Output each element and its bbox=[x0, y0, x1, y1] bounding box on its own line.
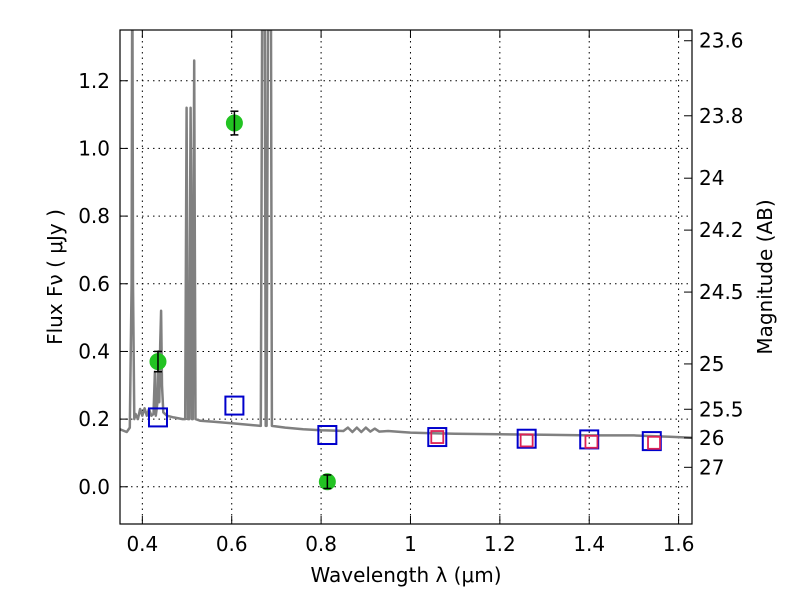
x-axis-label: Wavelength λ (μm) bbox=[310, 563, 501, 587]
right-tick-label: 26 bbox=[699, 426, 724, 450]
plot-area bbox=[120, 30, 692, 491]
y-tick-label: 1.2 bbox=[78, 69, 110, 93]
blue-square-marker bbox=[427, 427, 448, 448]
x-tick-label: 1.2 bbox=[484, 532, 516, 556]
y-tick-label: 0.8 bbox=[78, 204, 110, 228]
y-tick-label: 0.0 bbox=[78, 475, 110, 499]
y-tick-label: 0.4 bbox=[78, 339, 110, 363]
right-tick-label: 25 bbox=[699, 352, 724, 376]
right-tick-label: 24.2 bbox=[699, 218, 744, 242]
y-axis-label: Flux Fν ( μJy ) bbox=[43, 209, 67, 345]
right-axis-label: Magnitude (AB) bbox=[753, 199, 777, 354]
y-tick-label: 0.6 bbox=[78, 272, 110, 296]
model-spectrum-line bbox=[120, 30, 692, 439]
x-tick-label: 0.4 bbox=[126, 532, 158, 556]
red-square-marker bbox=[647, 435, 661, 450]
x-tick-label: 1.6 bbox=[663, 532, 695, 556]
red-square-marker bbox=[519, 433, 534, 448]
x-tick-label: 1 bbox=[404, 532, 417, 556]
y-axis-ticks: 0.0 0.2 0.4 0.6 0.8 1.0 1.2 bbox=[78, 69, 128, 499]
x-tick-label: 0.6 bbox=[216, 532, 248, 556]
blue-square-marker bbox=[224, 395, 245, 416]
right-tick-label: 27 bbox=[699, 455, 724, 479]
blue-square-marker bbox=[317, 425, 338, 446]
blue-square-marker bbox=[579, 429, 600, 450]
y-tick-label: 0.2 bbox=[78, 407, 110, 431]
right-tick-label: 23.6 bbox=[699, 29, 744, 53]
right-tick-label: 24 bbox=[699, 166, 724, 190]
blue-square-marker bbox=[147, 407, 168, 428]
spectrum-path bbox=[120, 30, 692, 439]
red-square-marker bbox=[584, 434, 599, 449]
red-square-marker bbox=[430, 430, 445, 444]
red-square-markers bbox=[430, 430, 661, 450]
y-tick-label: 1.0 bbox=[78, 136, 110, 160]
right-axis-ticks: 23.6 23.8 24 24.2 24.5 25 25.5 26 27 bbox=[684, 29, 744, 479]
blue-square-marker bbox=[516, 428, 537, 449]
right-tick-label: 25.5 bbox=[699, 397, 744, 421]
green-photometry-points bbox=[149, 110, 336, 491]
x-tick-label: 0.8 bbox=[305, 532, 337, 556]
x-tick-label: 1.4 bbox=[573, 532, 605, 556]
plot-frame bbox=[119, 29, 693, 525]
grid-lines bbox=[120, 30, 692, 524]
x-axis-ticks: 0.4 0.6 0.8 1 1.2 1.4 1.6 bbox=[126, 30, 695, 556]
right-tick-label: 23.8 bbox=[699, 104, 744, 128]
right-tick-label: 24.5 bbox=[699, 280, 744, 304]
